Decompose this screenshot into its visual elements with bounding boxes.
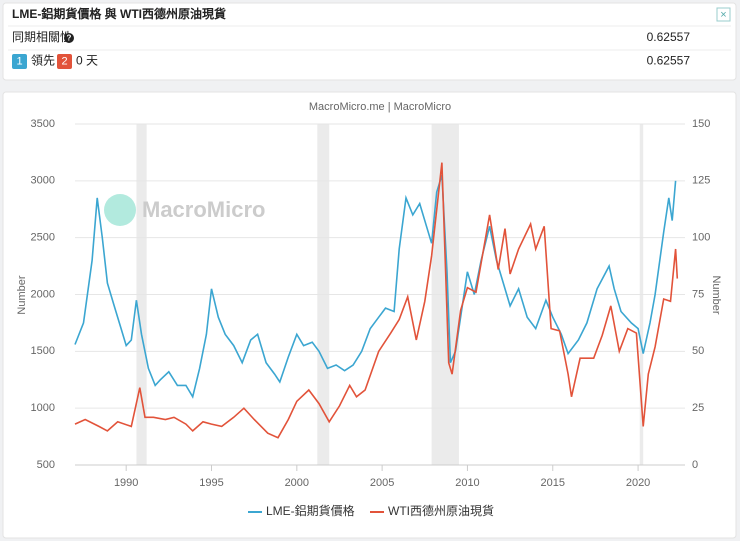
badge <box>12 54 27 69</box>
x-tick-label: 2015 <box>541 477 565 489</box>
y-tick-label: 2500 <box>31 232 55 244</box>
y-tick-label: 3500 <box>31 118 55 130</box>
info-panel <box>2 2 737 81</box>
correlation-label: 同期相關性 <box>12 30 72 44</box>
panel-title: LME-鋁期貨價格 與 WTI西德州原油現貨 <box>12 6 226 21</box>
y2-tick-label: 50 <box>692 345 704 357</box>
x-tick-label: 1990 <box>114 477 138 489</box>
legend-label: WTI西德州原油現貨 <box>388 503 494 518</box>
y-tick-label: 500 <box>37 459 55 471</box>
x-tick-label: 2000 <box>285 477 309 489</box>
help-mark[interactable]: ? <box>67 34 72 43</box>
lag-label: 0 天 <box>76 54 98 68</box>
plot <box>74 123 685 471</box>
y-tick-label: 3000 <box>31 175 55 187</box>
x-tick-label: 1995 <box>199 477 223 489</box>
y-tick-label: 1000 <box>31 402 55 414</box>
y2-tick-label: 125 <box>692 175 710 187</box>
correlation-value: 0.62557 <box>647 30 691 44</box>
series-line <box>74 174 677 399</box>
series-line <box>74 162 679 439</box>
y2-axis-label: Number <box>710 275 722 314</box>
y2-tick-label: 25 <box>692 402 704 414</box>
badge-text: 2 <box>61 55 67 67</box>
close-icon[interactable]: × <box>720 9 726 21</box>
chart-panel <box>2 91 737 539</box>
badge-text: 1 <box>16 55 22 67</box>
chart-title: MacroMicro.me | MacroMicro <box>309 101 451 113</box>
lead-label: 領先 <box>31 53 55 68</box>
y2-tick-label: 100 <box>692 232 710 244</box>
close-button[interactable] <box>716 7 731 22</box>
help-icon[interactable] <box>64 33 74 43</box>
y-tick-label: 2000 <box>31 288 55 300</box>
y-tick-label: 1500 <box>31 345 55 357</box>
watermark: MacroMicro <box>142 197 265 222</box>
y-axis-label: Number <box>16 275 28 314</box>
y2-tick-label: 75 <box>692 288 704 300</box>
x-tick-label: 2005 <box>370 477 394 489</box>
legend-label: LME-鋁期貨價格 <box>266 503 355 518</box>
watermark-logo <box>104 194 136 226</box>
x-tick-label: 2020 <box>626 477 650 489</box>
y2-tick-label: 0 <box>692 459 698 471</box>
y2-tick-label: 150 <box>692 118 710 130</box>
x-tick-label: 2010 <box>455 477 479 489</box>
badge <box>57 54 72 69</box>
lag-value: 0.62557 <box>647 54 691 68</box>
